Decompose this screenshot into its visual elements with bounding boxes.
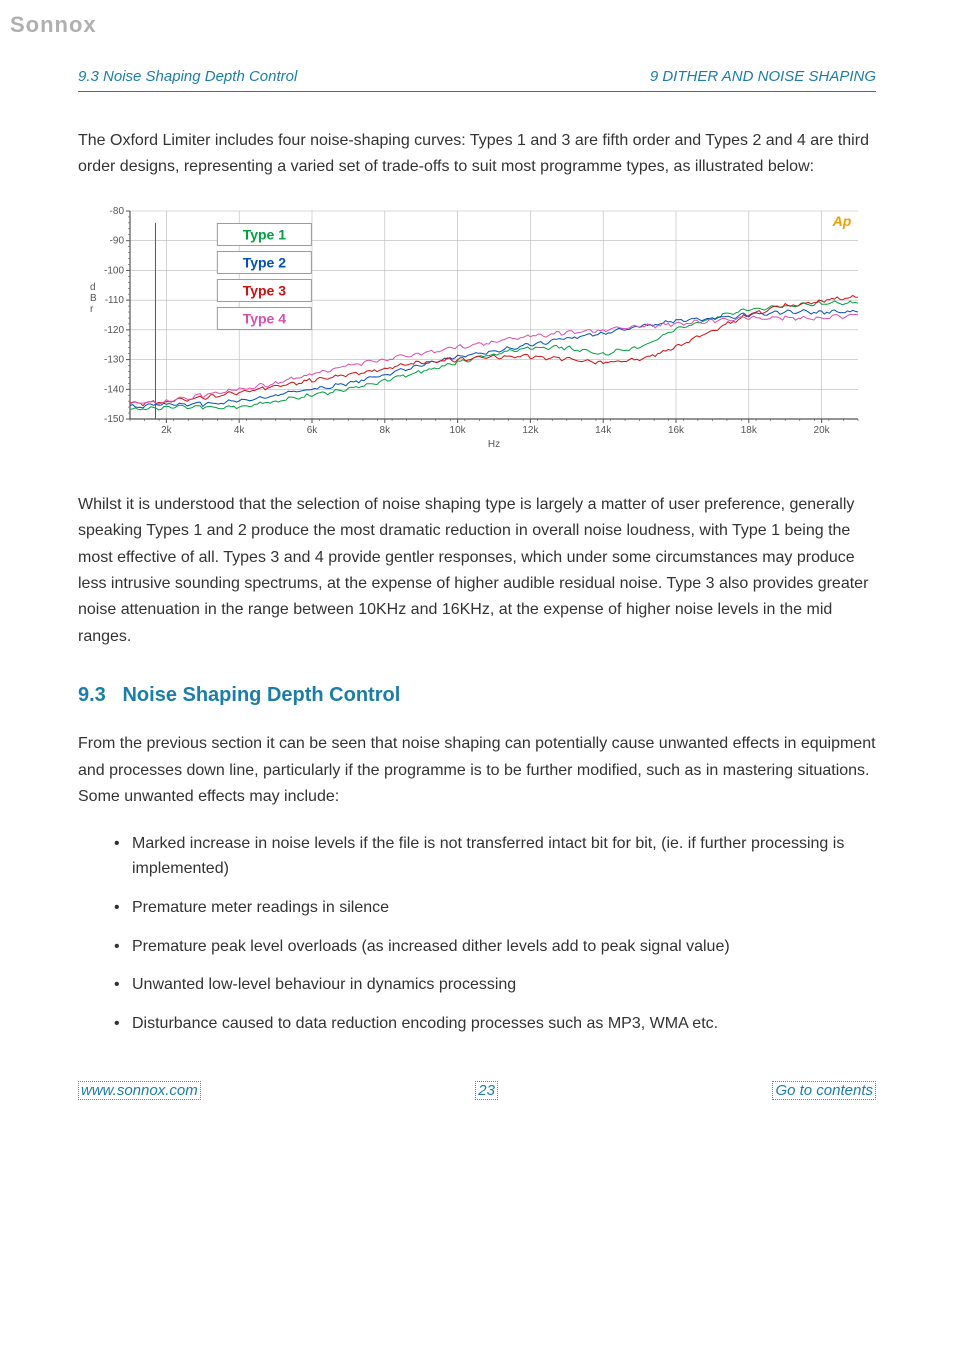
svg-text:16k: 16k bbox=[668, 425, 685, 436]
header-right: 9 DITHER AND NOISE SHAPING bbox=[650, 68, 876, 85]
footer-contents-anchor[interactable]: Go to contents bbox=[775, 1082, 873, 1099]
svg-text:Hz: Hz bbox=[488, 439, 500, 450]
list-item: Marked increase in noise levels if the f… bbox=[114, 832, 876, 882]
svg-text:4k: 4k bbox=[234, 425, 246, 436]
svg-text:2k: 2k bbox=[161, 425, 173, 436]
svg-text:-80: -80 bbox=[110, 206, 125, 217]
paragraph-3: From the previous section it can be seen… bbox=[78, 731, 876, 810]
page-footer: www.sonnox.com 23 Go to contents bbox=[78, 1081, 876, 1100]
footer-contents-link[interactable]: Go to contents bbox=[772, 1081, 876, 1100]
svg-text:-100: -100 bbox=[104, 265, 124, 276]
footer-url-link[interactable]: www.sonnox.com bbox=[81, 1082, 198, 1099]
svg-text:12k: 12k bbox=[522, 425, 539, 436]
paragraph-1: The Oxford Limiter includes four noise-s… bbox=[78, 128, 876, 181]
svg-text:-110: -110 bbox=[105, 295, 125, 306]
list-item: Disturbance caused to data reduction enc… bbox=[114, 1012, 876, 1037]
brand-name: Sonnox bbox=[10, 12, 97, 37]
list-item: Premature meter readings in silence bbox=[114, 896, 876, 921]
svg-text:-140: -140 bbox=[104, 384, 124, 395]
paragraph-2: Whilst it is understood that the selecti… bbox=[78, 492, 876, 650]
svg-text:14k: 14k bbox=[595, 425, 612, 436]
svg-text:-130: -130 bbox=[104, 354, 124, 365]
page-body: 9.3 Noise Shaping Depth Control 9 DITHER… bbox=[0, 38, 954, 1130]
svg-text:8k: 8k bbox=[380, 425, 392, 436]
running-header: 9.3 Noise Shaping Depth Control 9 DITHER… bbox=[78, 68, 876, 92]
svg-text:-90: -90 bbox=[110, 235, 125, 246]
svg-text:-120: -120 bbox=[104, 325, 124, 336]
svg-text:Type 1: Type 1 bbox=[243, 226, 287, 242]
noise-shaping-chart: -150 -140 -130 -120 -110 -100 -90 -80 2k 4k 6k 8k 10… bbox=[78, 203, 876, 468]
brand-logo: Sonnox bbox=[0, 0, 954, 38]
header-left: 9.3 Noise Shaping Depth Control bbox=[78, 68, 297, 85]
svg-text:10k: 10k bbox=[450, 425, 467, 436]
list-item: Unwanted low-level behaviour in dynamics… bbox=[114, 973, 876, 998]
svg-text:B: B bbox=[90, 293, 97, 304]
svg-text:20k: 20k bbox=[814, 425, 831, 436]
footer-url[interactable]: www.sonnox.com bbox=[78, 1081, 201, 1100]
svg-text:d: d bbox=[90, 282, 96, 293]
list-item: Premature peak level overloads (as incre… bbox=[114, 935, 876, 960]
svg-text:Type 3: Type 3 bbox=[243, 282, 287, 298]
svg-text:-150: -150 bbox=[104, 414, 124, 425]
svg-text:18k: 18k bbox=[741, 425, 758, 436]
svg-text:Ap: Ap bbox=[832, 213, 852, 229]
section-number: 9.3 bbox=[78, 684, 106, 706]
svg-text:Type 4: Type 4 bbox=[243, 310, 287, 326]
section-title: Noise Shaping Depth Control bbox=[122, 684, 400, 706]
section-heading: 9.3 Noise Shaping Depth Control bbox=[78, 684, 876, 707]
svg-text:6k: 6k bbox=[307, 425, 319, 436]
bullet-list: Marked increase in noise levels if the f… bbox=[78, 832, 876, 1037]
svg-text:Type 2: Type 2 bbox=[243, 254, 287, 270]
footer-page-number: 23 bbox=[475, 1081, 498, 1100]
